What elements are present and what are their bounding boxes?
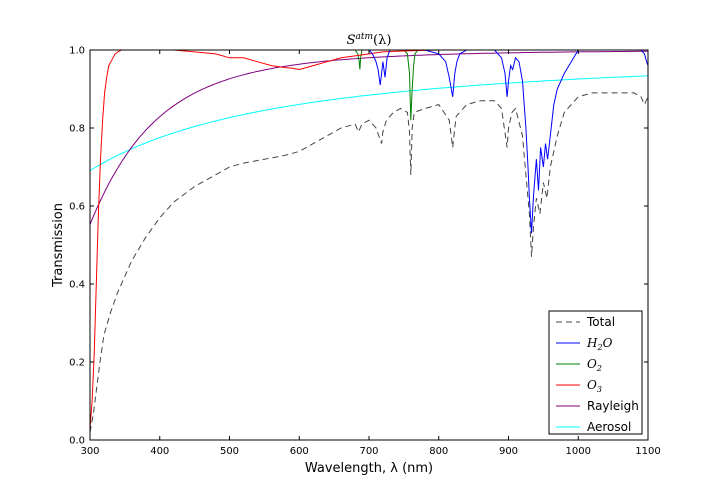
legend-label-main: O <box>587 357 597 371</box>
x-tick-label: 500 <box>220 446 239 457</box>
chart-title: Satm(λ) <box>347 32 392 48</box>
title-superscript: atm <box>355 32 373 42</box>
series-line-o3 <box>90 50 439 429</box>
y-tick-label: 0.8 <box>69 124 85 135</box>
x-tick-label: 600 <box>290 446 309 457</box>
y-tick-label: 0.4 <box>69 280 85 291</box>
y-tick-label: 0.0 <box>69 436 85 447</box>
x-tick-label: 400 <box>150 446 169 457</box>
legend-label-main: H <box>586 336 598 350</box>
legend-label-aerosol: Aerosol <box>587 420 631 434</box>
legend-label-subscript: 2 <box>596 364 602 373</box>
series-line-h2o <box>327 50 648 234</box>
legend-label-total: Total <box>586 315 615 329</box>
y-axis: 0.0 0.2 0.4 0.6 0.8 1.0 <box>69 46 648 447</box>
y-tick-label: 0.6 <box>69 202 85 213</box>
legend-label-main: Total <box>586 315 615 329</box>
x-tick-label: 900 <box>499 446 518 457</box>
series-layer <box>90 50 648 433</box>
x-tick-label: 700 <box>359 446 378 457</box>
legend-label-tail: O <box>603 336 613 350</box>
title-main: S <box>347 33 356 48</box>
legend-label-main: Aerosol <box>587 420 631 434</box>
x-axis: 300 400 500 600 700 800 900 1000 1100 <box>80 50 661 457</box>
legend-label-h2o: H2O <box>586 336 613 352</box>
y-axis-label: Transmission <box>51 203 66 288</box>
legend-label-subscript: 3 <box>597 385 602 394</box>
legend-label-main: O <box>587 378 597 392</box>
title-argument: (λ) <box>373 33 391 48</box>
series-line-aerosol <box>90 75 648 172</box>
x-axis-label: Wavelength, λ (nm) <box>305 461 433 476</box>
series-line-total <box>90 92 648 433</box>
legend-label-main: Rayleigh <box>587 399 639 413</box>
series-line-o2 <box>354 50 439 121</box>
series-line-rayleigh <box>90 50 648 225</box>
legend-label-subscript: 2 <box>596 343 602 352</box>
y-tick-label: 1.0 <box>69 46 85 57</box>
legend-label-rayleigh: Rayleigh <box>587 399 639 413</box>
x-tick-label: 300 <box>80 446 99 457</box>
y-tick-label: 0.2 <box>69 358 85 369</box>
legend-frame <box>548 310 643 435</box>
x-tick-label: 800 <box>429 446 448 457</box>
legend-label-o2: O2 <box>587 357 602 373</box>
x-tick-label: 1100 <box>635 446 660 457</box>
x-tick-label: 1000 <box>566 446 591 457</box>
legend-label-o3: O3 <box>587 378 602 394</box>
